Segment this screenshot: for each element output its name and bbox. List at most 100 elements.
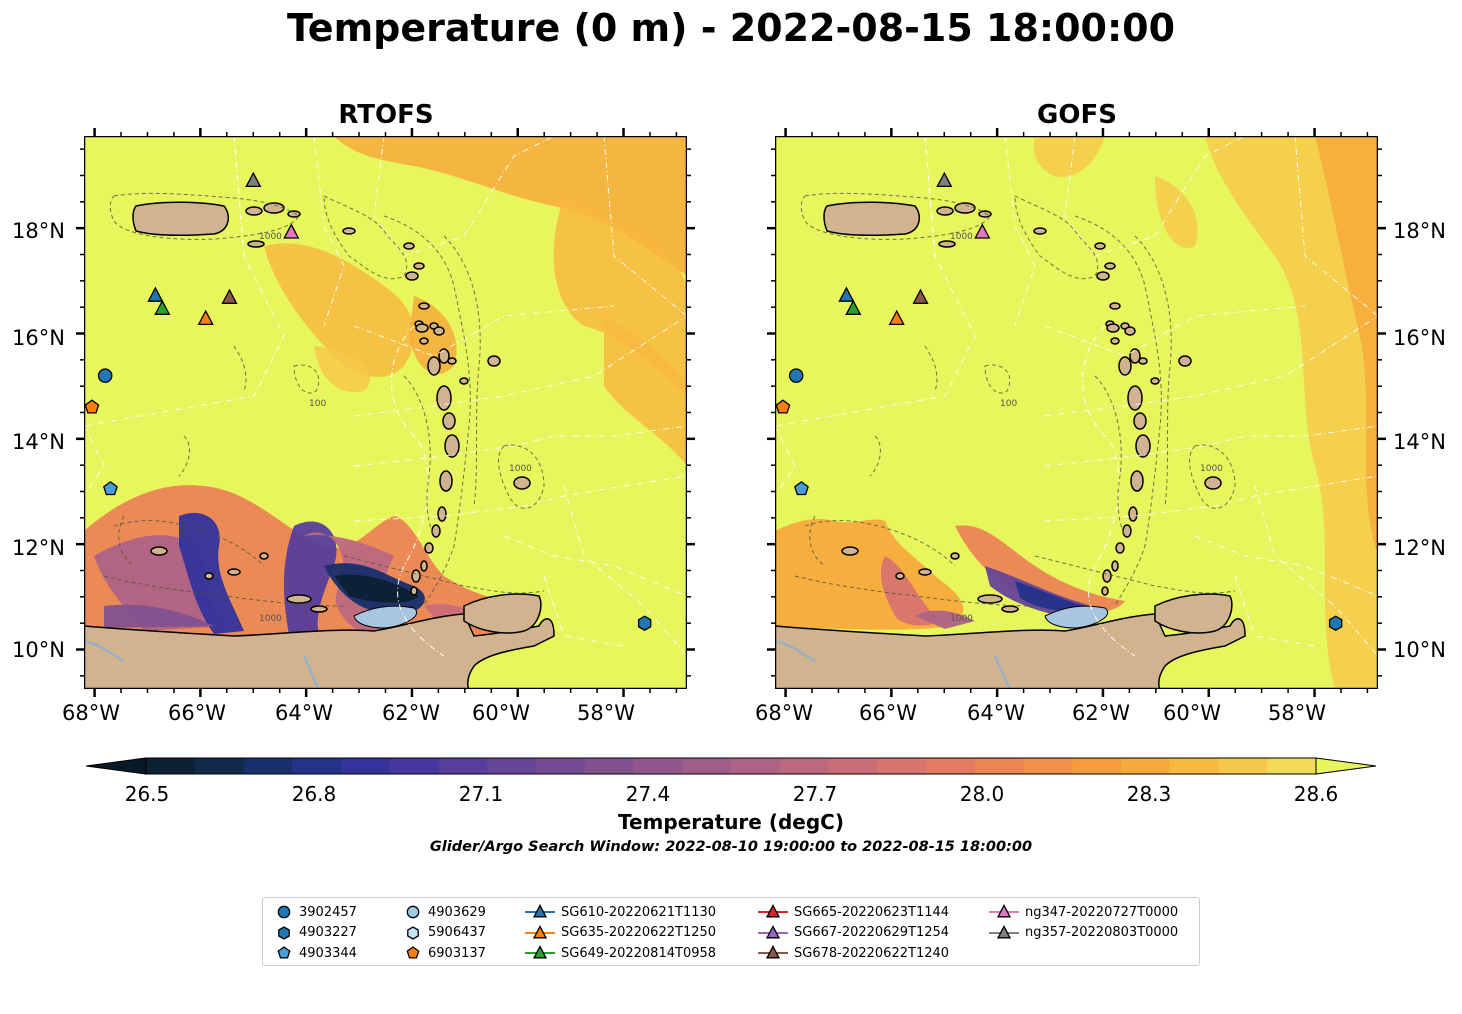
legend-label: SG667-20220629T1254	[794, 925, 950, 940]
colorbar-tick-label: 27.4	[625, 782, 671, 806]
legend-marker-icon	[277, 946, 291, 959]
map-panel-gofs[interactable]: 1000 100 1000 1000	[775, 136, 1378, 689]
marker-6903137	[84, 399, 100, 414]
legend-marker-icon	[989, 924, 1019, 938]
colorbar-segment	[828, 758, 878, 774]
legend-marker-icon	[525, 904, 555, 918]
eez-boundary	[503, 535, 687, 597]
legend-marker	[278, 925, 290, 940]
colorbar-tick-label: 26.5	[124, 782, 170, 806]
marker-ng357-20220803T0000	[936, 171, 953, 188]
warm-water-region	[1033, 136, 1105, 177]
legend-marker	[277, 946, 291, 959]
bathymetry-contour	[383, 215, 471, 607]
island	[247, 240, 265, 248]
bathymetry-contour	[804, 520, 956, 567]
legend-item: 3902457	[275, 902, 357, 922]
legend-marker-icon	[277, 905, 291, 919]
map-panel-rtofs[interactable]: 1000 100 1000 1000	[84, 136, 687, 689]
legend-marker-icon	[407, 925, 419, 940]
cool-water-region	[955, 525, 1125, 613]
eez-boundary	[603, 136, 687, 317]
legend-marker	[765, 924, 781, 938]
island	[442, 412, 456, 430]
cool-water-region	[915, 610, 975, 629]
legend-marker	[996, 924, 1012, 938]
eez-boundary	[563, 485, 687, 657]
legend-item: SG678-20220622T1240	[758, 943, 949, 963]
island	[1001, 605, 1019, 613]
contour-label: 1000	[950, 232, 973, 242]
eez-boundary	[373, 136, 465, 257]
lake	[1044, 605, 1108, 629]
colorbar-under-extension	[86, 757, 147, 775]
island	[438, 348, 450, 364]
colorbar-tick-label: 26.8	[291, 782, 337, 806]
legend-item: 4903227	[275, 923, 357, 943]
marker-6903137	[775, 399, 791, 414]
land-puerto-rico	[823, 201, 921, 236]
legend-marker	[765, 904, 781, 918]
colorbar-segment	[584, 758, 634, 774]
marker-SG678-20220622T1240	[221, 288, 238, 304]
lon-label-66w: 66°W	[168, 701, 226, 725]
eez-boundary	[1044, 425, 1378, 467]
colorbar-frame	[145, 757, 1317, 775]
marker-4903227	[637, 615, 652, 631]
colorbar	[86, 757, 1376, 775]
colorbar-segment	[1218, 758, 1268, 774]
island	[1101, 586, 1109, 596]
colorbar-segment	[146, 758, 196, 774]
lon-label-68w: 68°W	[62, 701, 120, 725]
island	[1106, 323, 1120, 333]
search-window-text: Glider/Argo Search Window: 2022-08-10 19…	[429, 839, 1033, 855]
island	[420, 560, 428, 572]
island	[437, 506, 447, 522]
island	[1178, 355, 1192, 367]
island	[1033, 227, 1047, 235]
lat-label-12n: 12°N	[12, 536, 65, 560]
eez-boundary	[84, 425, 105, 497]
legend-item: ng357-20220803T0000	[989, 923, 1178, 943]
legend-marker-icon	[278, 925, 290, 940]
colorbar-segment	[292, 758, 342, 774]
colorbar-segment	[682, 758, 732, 774]
bathymetry-contour	[113, 520, 265, 567]
island	[1130, 470, 1144, 492]
marker-SG610-20220621T1130	[147, 286, 164, 302]
figure-title: Temperature (0 m) - 2022-08-15 18:00:00	[286, 6, 1176, 50]
bathymetry-contour	[103, 575, 345, 607]
legend-item: SG635-20220622T1250	[525, 923, 716, 943]
island	[1110, 337, 1120, 345]
legend-item: 4903629	[404, 902, 486, 922]
legend-item: SG649-20220814T0958	[525, 943, 716, 963]
lon-label-62w-gofs: 62°W	[1072, 701, 1130, 725]
bathymetry-contour	[809, 364, 1011, 567]
bathymetry-contour	[323, 195, 407, 280]
island	[977, 594, 1003, 604]
eez-boundary	[1064, 136, 1156, 257]
marker-4903344	[794, 481, 809, 496]
colorbar-segment	[194, 758, 244, 774]
lat-label-14n: 14°N	[12, 430, 65, 454]
island	[415, 323, 429, 333]
colorbar-segment	[487, 758, 537, 774]
legend-item: 6903137	[404, 943, 486, 963]
legend-marker	[532, 945, 548, 959]
legend-marker-icon	[406, 905, 420, 919]
legend-label: SG649-20220814T0958	[561, 945, 717, 961]
island	[1128, 506, 1138, 522]
marker-ng347-20220727T0000	[974, 223, 991, 239]
legend-marker-icon	[406, 946, 420, 959]
colorbar-label: Temperature (degC)	[618, 810, 844, 834]
marker-SG649-20220814T0958	[154, 299, 171, 315]
legend-marker-icon	[525, 924, 555, 938]
marker-4903344	[103, 481, 118, 496]
warm-water-region	[1315, 136, 1378, 556]
marker-SG649-20220814T0958	[845, 299, 862, 315]
island	[1094, 242, 1106, 250]
legend-label: SG610-20220621T1130	[561, 904, 717, 920]
bathymetry-contour	[178, 345, 247, 477]
legend-label: 5906437	[428, 925, 486, 940]
island	[424, 542, 434, 554]
